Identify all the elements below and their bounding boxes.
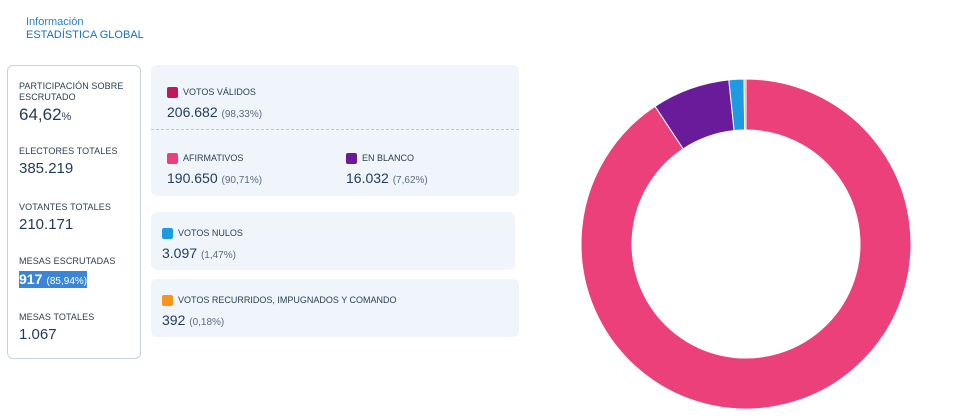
votos-recurridos-swatch (162, 295, 173, 306)
votos-validos-label: VOTOS VÁLIDOS (183, 87, 256, 97)
donut-slice-afirmativos[interactable] (580, 78, 912, 410)
item-votos-recurridos: VOTOS RECURRIDOS, IMPUGNADOS Y COMANDO 3… (162, 295, 397, 331)
afirmativos-number: 190.650 (167, 170, 218, 186)
afirmativos-value: 190.650 (90,71%) (167, 170, 262, 189)
votos-recurridos-pct: (0,18%) (189, 317, 225, 328)
votos-validos-number: 206.682 (167, 104, 218, 120)
votos-nulos-swatch (162, 228, 173, 239)
stat-participacion: PARTICIPACIÓN SOBRE ESCRUTADO 64,62% (19, 81, 131, 126)
votos-recurridos-number: 392 (162, 312, 186, 328)
page-title: ESTADÍSTICA GLOBAL (26, 29, 144, 41)
en-blanco-value: 16.032 (7,62%) (346, 170, 428, 189)
afirmativos-label: AFIRMATIVOS (183, 153, 244, 163)
votos-recurridos-value: 392 (0,18%) (162, 312, 397, 331)
en-blanco-label: EN BLANCO (362, 153, 415, 163)
votos-validos-value: 206.682 (98,33%) (167, 104, 262, 123)
votos-nulos-label: VOTOS NULOS (178, 228, 243, 238)
votos-validos-card: VOTOS VÁLIDOS 206.682 (98,33%) AFIRMATIV… (151, 65, 519, 196)
votos-validos-swatch (167, 87, 178, 98)
participacion-number: 64,62 (19, 105, 62, 124)
votos-recurridos-label: VOTOS RECURRIDOS, IMPUGNADOS Y COMANDO (178, 295, 397, 305)
en-blanco-number: 16.032 (346, 170, 389, 186)
item-afirmativos: AFIRMATIVOS 190.650 (90,71%) (167, 153, 262, 189)
participacion-unit: % (61, 111, 72, 123)
votos-nulos-number: 3.097 (162, 245, 198, 261)
donut-chart (580, 78, 912, 410)
item-en-blanco: EN BLANCO 16.032 (7,62%) (346, 153, 428, 189)
stat-mesas-escrutadas-label: MESAS ESCRUTADAS (19, 256, 116, 266)
selected-text[interactable]: 917 (85,94%) (19, 271, 88, 288)
stat-participacion-label: PARTICIPACIÓN SOBRE ESCRUTADO (19, 81, 124, 102)
stat-electores: ELECTORES TOTALES 385.219 (19, 146, 118, 178)
en-blanco-swatch (346, 153, 357, 164)
stats-panel: PARTICIPACIÓN SOBRE ESCRUTADO 64,62% ELE… (7, 65, 141, 359)
stat-participacion-value: 64,62% (19, 106, 131, 126)
header-subtitle: Información (26, 16, 84, 28)
stat-mesas-totales-label: MESAS TOTALES (19, 312, 95, 322)
votos-nulos-card: VOTOS NULOS 3.097 (1,47%) (151, 212, 515, 270)
item-votos-validos: VOTOS VÁLIDOS 206.682 (98,33%) (167, 87, 262, 123)
stat-mesas-totales-value: 1.067 (19, 326, 57, 343)
page-header: Información ESTADÍSTICA GLOBAL (26, 16, 144, 42)
stat-electores-label: ELECTORES TOTALES (19, 146, 118, 156)
item-votos-nulos: VOTOS NULOS 3.097 (1,47%) (162, 228, 243, 264)
afirmativos-swatch (167, 153, 178, 164)
en-blanco-pct: (7,62%) (392, 175, 428, 186)
stat-mesas-escrutadas-value[interactable]: 917 (85,94%) (19, 270, 115, 291)
votos-nulos-value: 3.097 (1,47%) (162, 245, 243, 264)
stat-votantes-value: 210.171 (19, 216, 74, 233)
stat-mesas-totales: MESAS TOTALES 1.067 (19, 312, 94, 344)
afirmativos-pct: (90,71%) (221, 175, 263, 186)
votos-nulos-pct: (1,47%) (200, 250, 236, 261)
divider (151, 129, 519, 130)
stat-votantes-label: VOTANTES TOTALES (19, 202, 111, 212)
votos-recurridos-card: VOTOS RECURRIDOS, IMPUGNADOS Y COMANDO 3… (151, 279, 519, 337)
mesas-escrutadas-pct: (85,94%) (46, 276, 88, 287)
donut-slice-votos-recurridos-impugnados-y-comando[interactable] (743, 78, 747, 131)
mesas-escrutadas-number: 917 (19, 271, 43, 287)
votos-validos-pct: (98,33%) (221, 109, 263, 120)
stat-votantes: VOTANTES TOTALES 210.171 (19, 202, 111, 234)
stat-mesas-escrutadas: MESAS ESCRUTADAS 917 (85,94%) (19, 256, 115, 291)
stat-electores-value: 385.219 (19, 160, 74, 177)
